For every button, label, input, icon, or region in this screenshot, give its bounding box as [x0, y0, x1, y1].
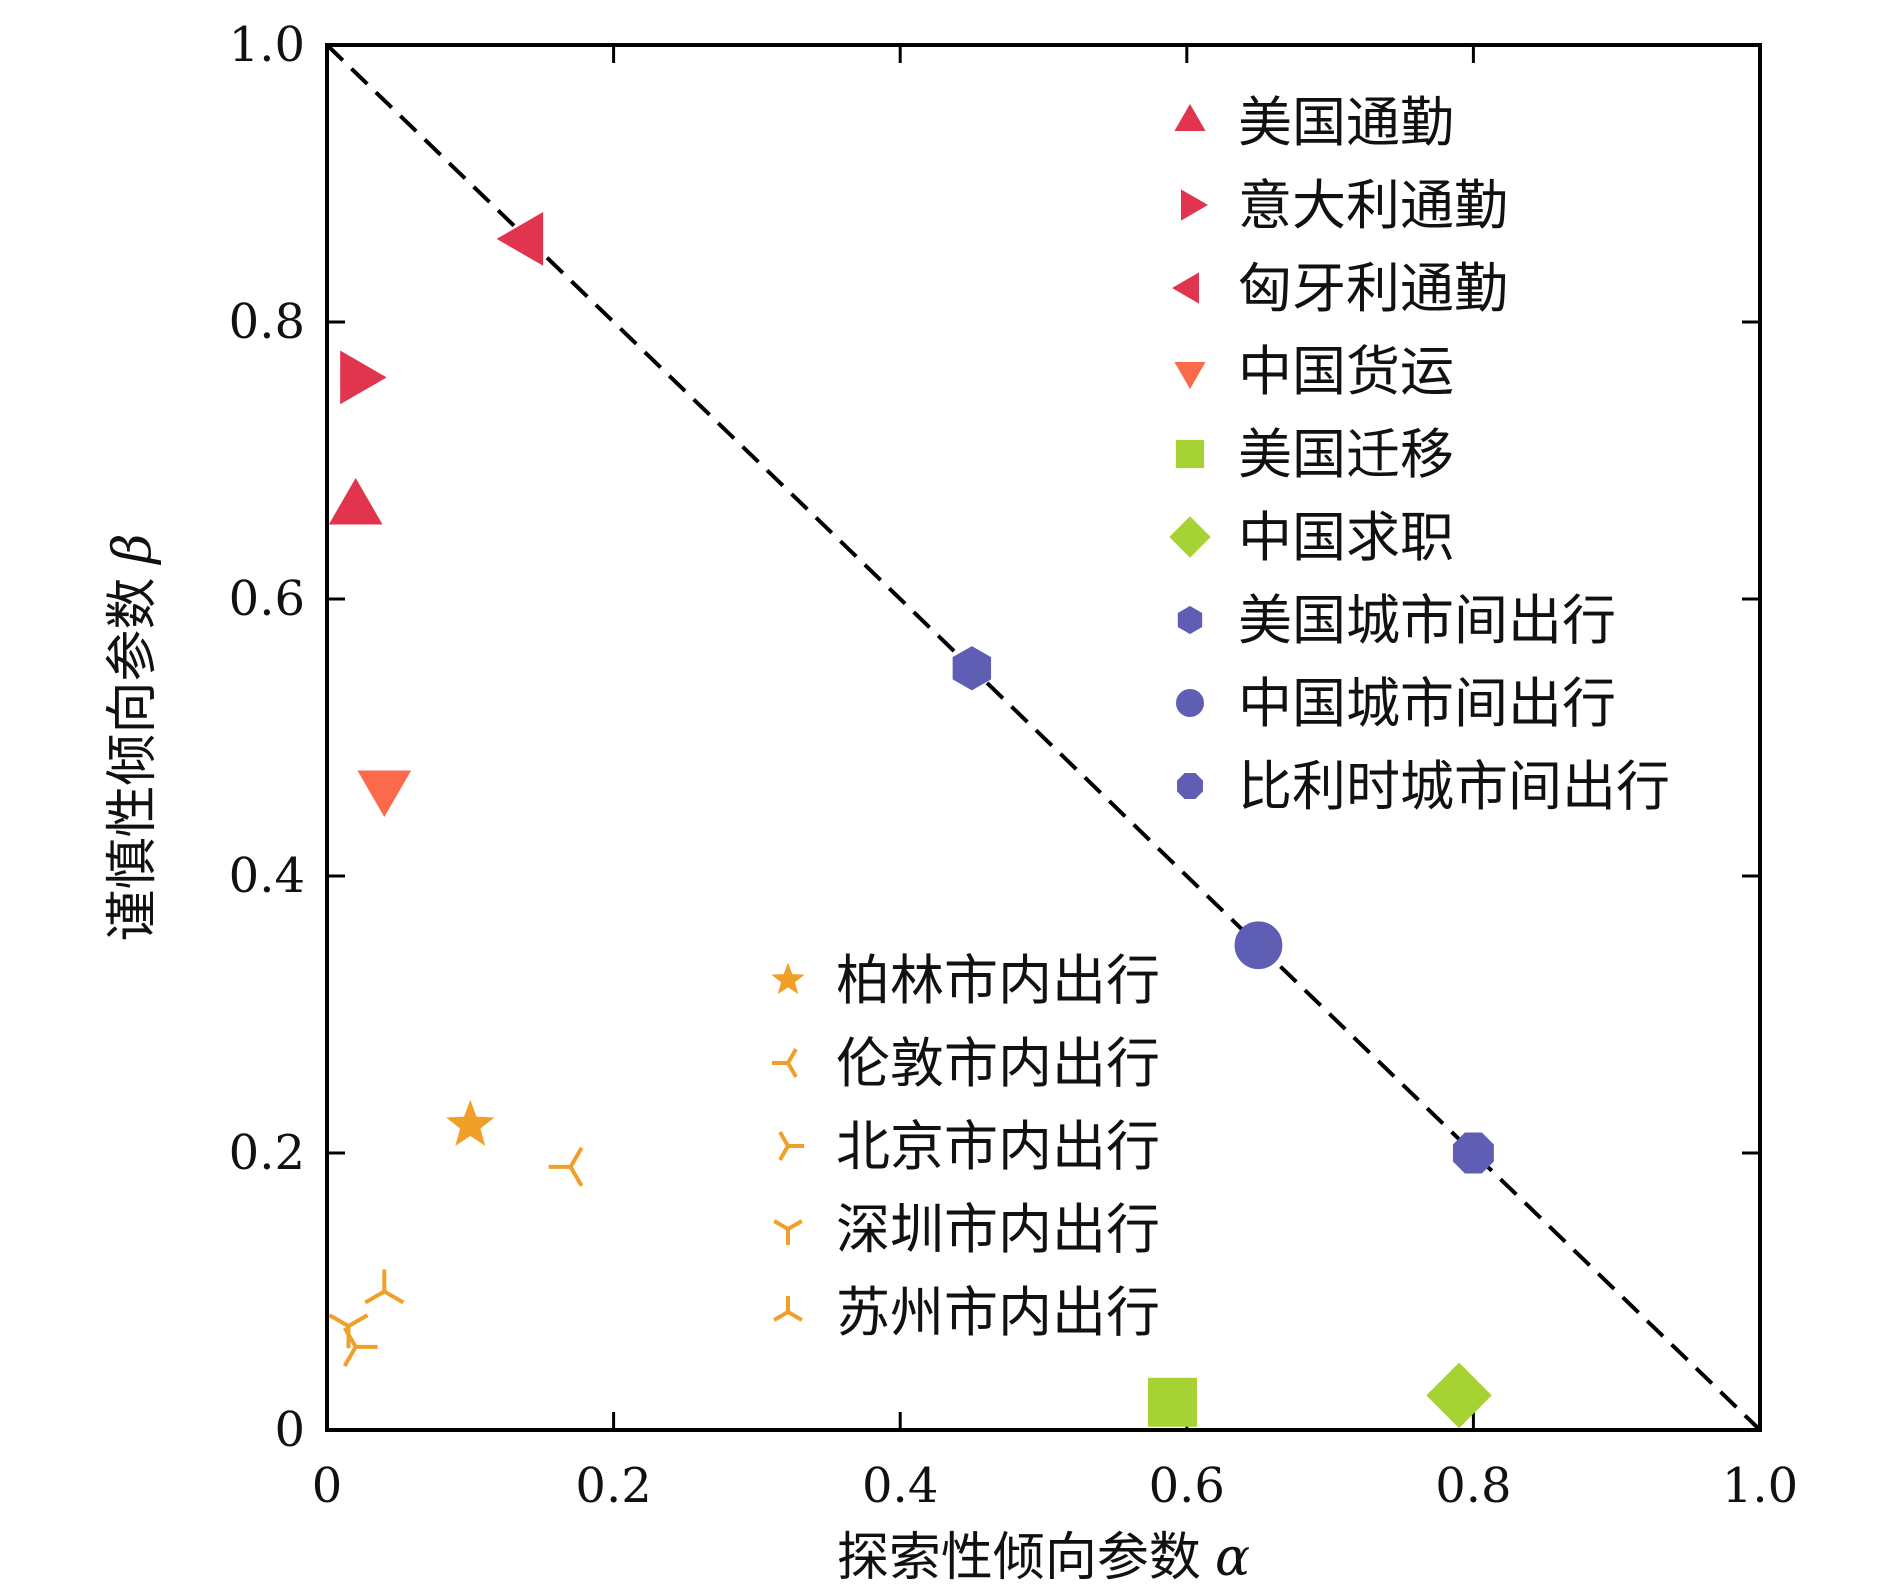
legend-marker-tri-up [773, 1219, 803, 1245]
points-layer [328, 212, 1494, 1429]
y-tick-label: 0.2 [229, 1125, 305, 1181]
legend-marker-tri-down [773, 1296, 803, 1322]
y-axis-symbol: β [103, 533, 163, 565]
y-tick-label: 0.8 [229, 294, 305, 350]
data-point-triangle-left [496, 212, 544, 266]
y-tick-label: 0.4 [229, 848, 305, 904]
data-point-diamond [1426, 1362, 1492, 1429]
legend-label: 匈牙利通勤 [1238, 257, 1508, 320]
y-axis-label: 谨慎性倾向参数 β [103, 533, 163, 941]
data-point-star [446, 1099, 495, 1146]
legend-label: 苏州市内出行 [836, 1281, 1160, 1344]
y-tick-label: 0.6 [229, 571, 305, 627]
x-axis-label-text: 探索性倾向参数 [837, 1528, 1201, 1588]
x-axis-label: 探索性倾向参数 α [837, 1528, 1250, 1588]
y-tick-label: 1.0 [229, 17, 305, 73]
data-point-triangle-up [328, 477, 383, 525]
legend-marker-circle [1176, 689, 1204, 717]
legend-label: 中国货运 [1238, 340, 1454, 403]
legend-label: 深圳市内出行 [836, 1198, 1160, 1261]
data-point-tri-down [364, 1269, 405, 1305]
legend-label: 美国城市间出行 [1238, 589, 1616, 652]
data-point-triangle-down [357, 770, 412, 817]
legend-layer: 美国通勤意大利通勤匈牙利通勤中国货运美国迁移中国求职美国城市间出行中国城市间出行… [771, 91, 1670, 1344]
legend-marker-diamond [1169, 516, 1211, 558]
legend-marker-triangle-right [1181, 189, 1209, 221]
legend-marker-triangle-up [1174, 103, 1206, 131]
legend-marker-triangle-left [1171, 272, 1199, 304]
legend-label: 意大利通勤 [1238, 174, 1508, 237]
y-tick-label: 0 [274, 1402, 305, 1458]
legend-marker-star [771, 962, 805, 995]
data-point-tri-up [328, 1313, 369, 1349]
reference-line [325, 43, 1762, 1432]
legend-label: 美国通勤 [1238, 91, 1454, 154]
legend-top-right: 美国通勤意大利通勤匈牙利通勤中国货运美国迁移中国求职美国城市间出行中国城市间出行… [1169, 91, 1670, 818]
data-point-octagon [1452, 1132, 1494, 1174]
x-axis-symbol: α [1215, 1528, 1250, 1588]
legend-label: 中国求职 [1238, 506, 1454, 569]
legend-label: 中国城市间出行 [1238, 672, 1616, 735]
plot-frame [325, 43, 1762, 1432]
x-tick-labels: 0 0.2 0.4 0.6 0.8 1.0 [312, 1458, 1798, 1514]
legend-marker-square [1175, 439, 1205, 469]
legend-label: 柏林市内出行 [836, 949, 1160, 1012]
legend-label: 北京市内出行 [836, 1115, 1160, 1178]
data-point-hexagon [952, 646, 992, 691]
x-tick-label: 1.0 [1722, 1458, 1798, 1514]
x-tick-label: 0.2 [575, 1458, 651, 1514]
legend-marker-tri-right [772, 1048, 798, 1078]
x-tick-label: 0.4 [862, 1458, 938, 1514]
data-point-circle [1234, 921, 1283, 970]
x-tick-label: 0 [312, 1458, 343, 1514]
x-tick-label: 0.8 [1435, 1458, 1511, 1514]
legend-label: 比利时城市间出行 [1238, 755, 1670, 818]
reference-line-layer [325, 43, 1762, 1432]
y-axis-label-text: 谨慎性倾向参数 [103, 578, 163, 942]
legend-marker-hexagon [1177, 605, 1203, 635]
x-tick-label: 0.6 [1149, 1458, 1225, 1514]
legend-label: 伦敦市内出行 [836, 1032, 1160, 1095]
y-tick-labels: 0 0.2 0.4 0.6 0.8 1.0 [229, 17, 305, 1458]
legend-label: 美国迁移 [1238, 423, 1454, 486]
data-point-tri-right [548, 1146, 584, 1187]
legend-marker-triangle-down [1174, 362, 1206, 390]
data-point-square [1147, 1377, 1197, 1427]
data-point-triangle-right [340, 350, 387, 405]
legend-marker-tri-left [778, 1131, 804, 1161]
legend-marker-octagon [1177, 773, 1203, 799]
